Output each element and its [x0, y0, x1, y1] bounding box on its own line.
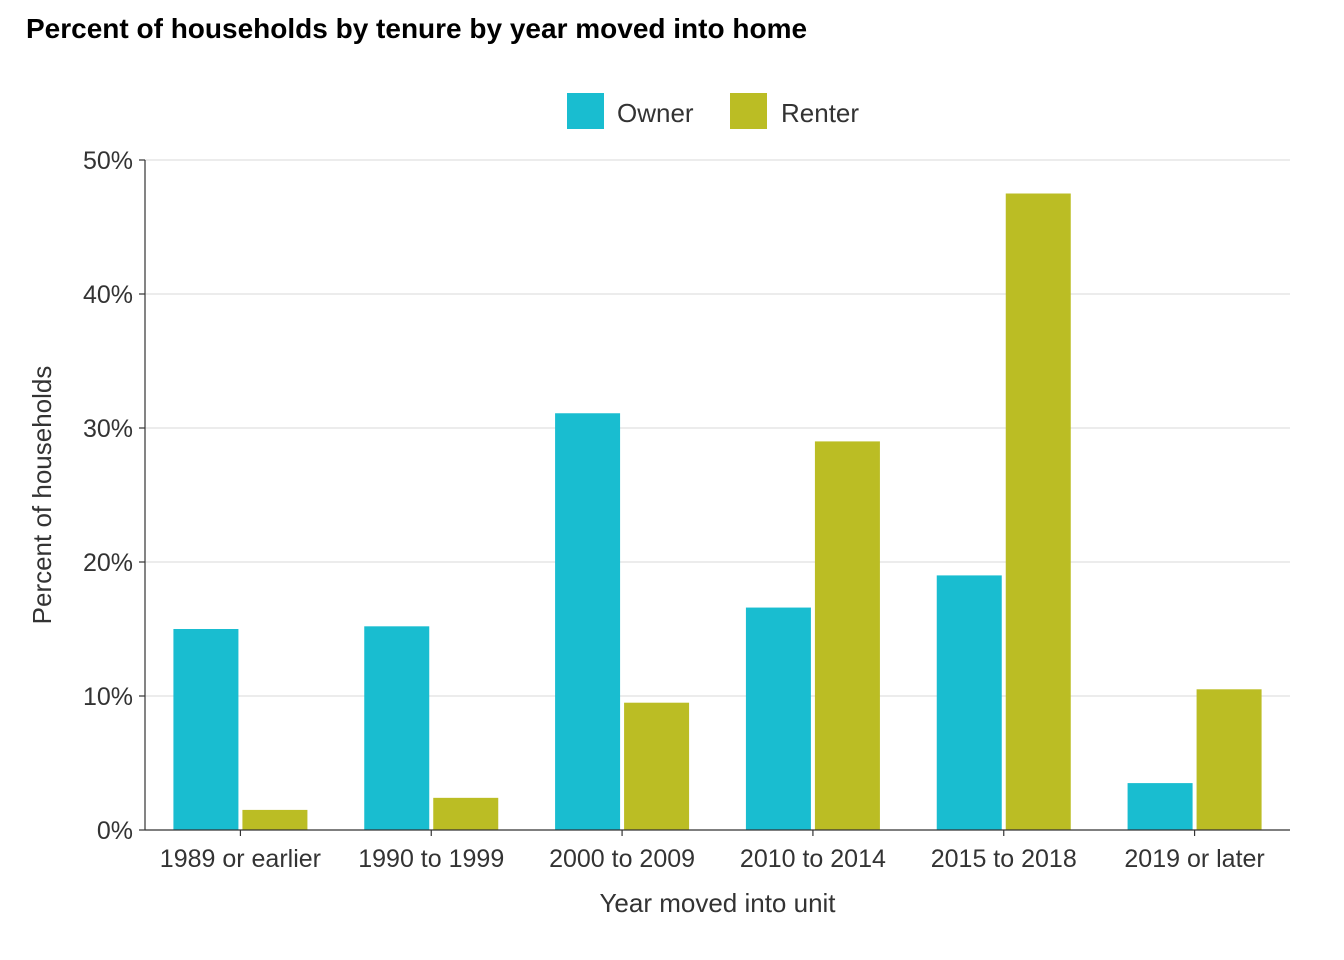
bar-renter-5 — [1196, 689, 1262, 830]
bar-renter-2 — [624, 702, 690, 830]
x-tick-label-5: 2019 or later — [1124, 845, 1264, 873]
bar-owner-3 — [745, 607, 811, 830]
bar-renter-1 — [433, 797, 499, 830]
bars — [173, 193, 1262, 830]
bar-renter-4 — [1005, 193, 1071, 830]
y-axis-title: Percent of households — [27, 366, 57, 625]
bar-owner-0 — [173, 629, 239, 830]
y-tick-label-40: 40% — [83, 281, 133, 309]
bar-owner-5 — [1127, 783, 1193, 830]
y-tick-label-30: 30% — [83, 415, 133, 443]
bar-owner-4 — [936, 575, 1002, 830]
legend: Owner Renter — [567, 93, 859, 129]
bar-owner-1 — [364, 626, 430, 830]
gridlines — [145, 159, 1290, 697]
y-tick-label-20: 20% — [83, 549, 133, 577]
x-tick-label-1: 1990 to 1999 — [358, 845, 504, 873]
y-ticks: 0% 10% 20% 30% 40% 50% — [83, 147, 145, 845]
bar-renter-0 — [242, 809, 308, 830]
x-axis-title: Year moved into unit — [599, 888, 836, 918]
x-tick-label-0: 1989 or earlier — [160, 845, 321, 873]
y-tick-label-10: 10% — [83, 683, 133, 711]
x-tick-label-2: 2000 to 2009 — [549, 845, 695, 873]
bar-owner-2 — [555, 413, 621, 830]
legend-swatch-renter — [730, 93, 767, 129]
x-ticks: 1989 or earlier 1990 to 1999 2000 to 2009 2… — [160, 830, 1265, 873]
axes — [144, 160, 1290, 831]
y-tick-label-50: 50% — [83, 147, 133, 175]
legend-label-renter: Renter — [781, 98, 859, 128]
legend-swatch-owner — [567, 93, 604, 129]
x-tick-label-3: 2010 to 2014 — [740, 845, 886, 873]
y-tick-label-0: 0% — [97, 817, 133, 845]
chart-title: Percent of households by tenure by year … — [26, 13, 807, 44]
legend-label-owner: Owner — [617, 98, 694, 128]
x-tick-label-4: 2015 to 2018 — [931, 845, 1077, 873]
bar-renter-3 — [814, 441, 880, 830]
